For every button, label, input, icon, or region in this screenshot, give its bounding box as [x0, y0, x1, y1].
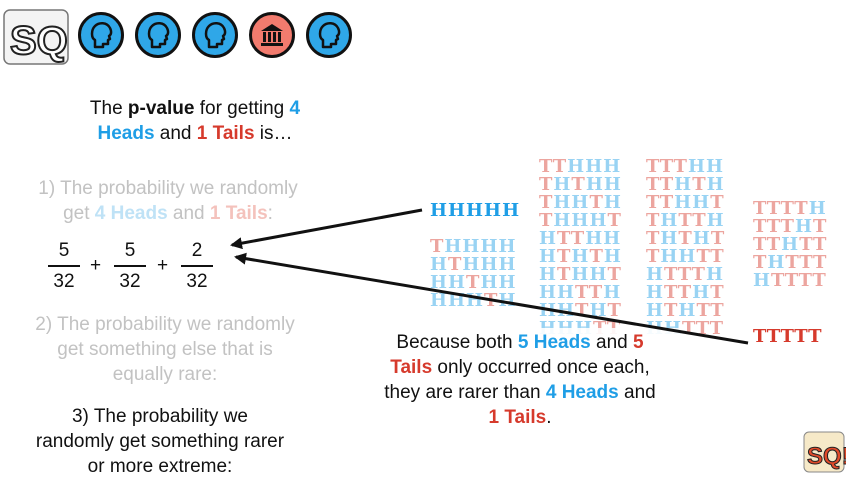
fraction-denominator: 32: [119, 271, 141, 292]
title-text: for getting: [194, 98, 290, 119]
outcome-word: TTHHT: [646, 192, 725, 213]
fraction-denominator: 32: [53, 271, 75, 292]
explanation-four-heads: 4 Heads: [545, 382, 619, 403]
title-pvalue: p-value: [127, 98, 195, 119]
step-3-line: randomly get something rarer: [35, 431, 285, 452]
outcome-word: HTTHH: [539, 228, 622, 249]
step-2-line: 2) The probability we randomly: [35, 314, 295, 335]
title-four: 4: [289, 98, 301, 119]
outcome-word: THHHT: [539, 210, 622, 231]
explanation-line: .: [546, 407, 552, 428]
step-2-line: equally rare:: [112, 364, 218, 385]
person-head-icon: [192, 12, 238, 58]
person-head-icon: [135, 12, 181, 58]
explanation-five-heads: 5 Heads: [517, 332, 591, 353]
fraction-numerator: 5: [124, 240, 136, 261]
outcome-word: THHHH: [430, 236, 517, 257]
outcome-word: TTHTH: [646, 174, 725, 195]
title-tails: 1 Tails: [196, 123, 255, 144]
explanation-line: Because both: [396, 332, 518, 353]
arrow-ttttt: [234, 252, 749, 345]
step-2-line: get something else that is: [57, 339, 273, 360]
outcome-word: HTHTT: [646, 300, 725, 321]
outcome-word: TTTHH: [646, 156, 724, 177]
explanation-tails: Tails: [390, 357, 433, 378]
title-text: and: [154, 123, 197, 144]
outcome-word: THHTT: [646, 246, 725, 267]
outcome-word: HTHTH: [539, 246, 622, 267]
statquest-mini-logo: SQ!: [802, 430, 850, 474]
fraction-1: 5 32: [48, 240, 80, 293]
outcome-word: HTHHT: [539, 264, 622, 285]
outcome-word: THHTH: [539, 192, 622, 213]
step-1-line: get: [63, 203, 95, 224]
outcome-word: HHTTH: [539, 282, 622, 303]
explanation-line: and: [590, 332, 634, 353]
step-1-line: and: [167, 203, 210, 224]
outcome-word: TTHTT: [753, 234, 828, 255]
fraction-denominator: 32: [186, 271, 208, 292]
step-1-line: :: [267, 203, 273, 224]
explanation-line: and: [618, 382, 656, 403]
statquest-logo: SQ!: [2, 6, 82, 68]
explanation-one-tails: 1 Tails: [488, 407, 547, 428]
fraction-numerator: 5: [58, 240, 70, 261]
svg-text:SQ!: SQ!: [10, 19, 70, 63]
explanation-text: Because both 5 Heads and 5 Tails only oc…: [352, 330, 688, 430]
arrow-hhhhh: [230, 208, 423, 250]
step-1-text: 1) The probability we randomly get 4 Hea…: [8, 176, 328, 226]
outcome-word: HTHHH: [430, 254, 517, 275]
outcome-word: HTTTH: [646, 264, 724, 285]
step-1-heads: 4 Heads: [94, 203, 168, 224]
outcome-word: TTTHT: [753, 216, 828, 237]
explanation-line: only occurred once each,: [432, 357, 650, 378]
outcome-word: THTHT: [646, 228, 726, 249]
explanation-backdrop: [360, 328, 680, 432]
fraction-bar: [48, 265, 80, 267]
step-3-line: 3) The probability we: [71, 406, 249, 427]
fraction-bar: [181, 265, 213, 267]
title-heads: Heads: [97, 123, 155, 144]
outcome-word: THTHH: [539, 174, 622, 195]
explanation-five: 5: [633, 332, 644, 353]
fraction-numerator: 2: [191, 240, 203, 261]
title-text: is…: [254, 123, 293, 144]
plus-sign: +: [90, 255, 102, 276]
step-3-line: or more extreme:: [87, 456, 233, 477]
outcome-word: THTTH: [646, 210, 725, 231]
bank-building-icon: [249, 12, 295, 58]
outcome-word: HTTHT: [646, 282, 725, 303]
outcome-word: TTHHH: [539, 156, 622, 177]
fraction-bar: [114, 265, 146, 267]
step-1-tails: 1 Tails: [209, 203, 268, 224]
person-head-icon: [306, 12, 352, 58]
outcome-hhhhh: HHHHH: [430, 200, 521, 221]
outcome-ttttt: TTTTT: [753, 326, 823, 347]
fraction-3: 2 32: [181, 240, 213, 293]
outcome-column-4: TTTTH TTTHT TTHTT THTTT HTTTT: [753, 200, 827, 290]
outcome-column-2: TTHHH THTHH THHTH THHHT HTTHH HTHTH HTHHT HHTTH…: [539, 158, 622, 338]
title-text: The: [89, 98, 128, 119]
slide-title: The p-value for getting 4 Heads and 1 Ta…: [40, 96, 350, 146]
explanation-line: they are rarer than: [384, 382, 546, 403]
step-3-text: 3) The probability we randomly get somet…: [10, 404, 310, 479]
person-head-icon: [78, 12, 124, 58]
outcome-word: HHTHH: [430, 272, 517, 293]
plus-sign: +: [157, 255, 169, 276]
outcome-word: TTTTH: [753, 198, 827, 219]
fraction-2: 5 32: [114, 240, 146, 293]
outcome-column-3: TTTHH TTHTH TTHHT THTTH THTHT THHTT HTTTH HTTHT…: [646, 158, 725, 338]
step-1-line: 1) The probability we randomly: [38, 178, 298, 199]
svg-text:SQ!: SQ!: [807, 443, 846, 470]
outcome-word: THTTT: [753, 252, 828, 273]
outcome-word: HTTTT: [753, 270, 827, 291]
step-2-text: 2) The probability we randomly get somet…: [10, 312, 320, 387]
